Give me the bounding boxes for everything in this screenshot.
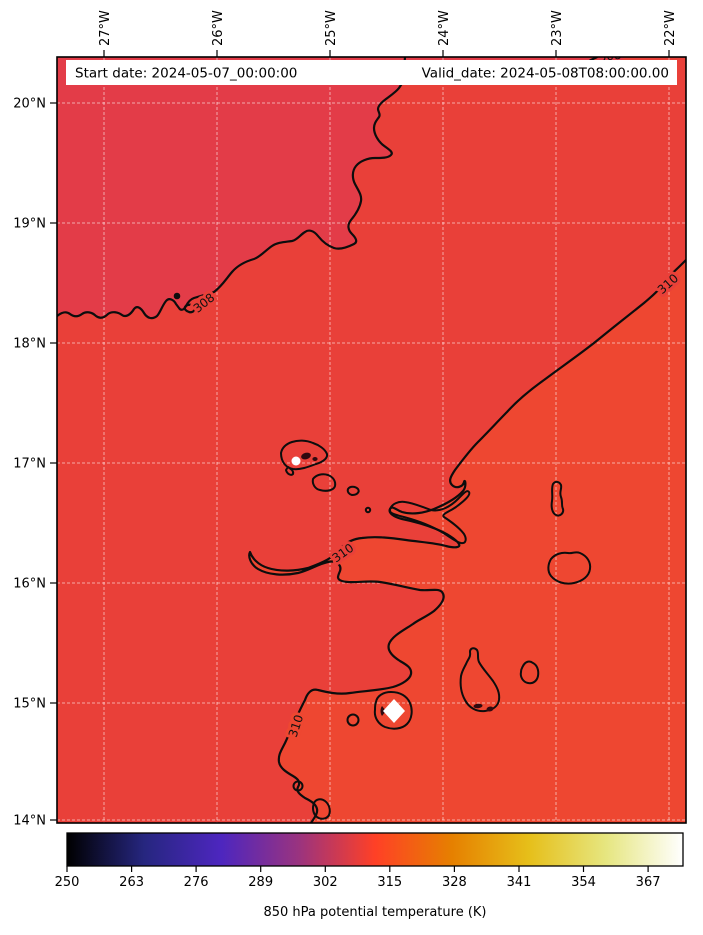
map-frame [56,56,687,824]
lat-tick-label: 14°N [13,814,46,829]
graticule [57,57,686,823]
cb-tick: 250 [55,875,80,890]
island-santo-antao-tail [285,466,295,476]
contour-308 [57,57,407,320]
start-date-text: Start date: 2024-05-07_00:00:00 [75,66,297,82]
island-santo-antao [280,439,329,471]
lon-tick-label: 25°W [324,10,339,46]
cb-tick: 354 [571,875,596,890]
island-maio [519,660,540,685]
lat-tick-label: 15°N [13,697,46,712]
colorbar-tick-labels: 250 263 276 289 302 315 328 341 354 367 [55,875,661,890]
island-sal [550,480,565,517]
contour-speck [173,292,181,300]
island-sao-vicente [311,473,337,492]
contour-blob-south-b [312,798,331,820]
axis-ticks [50,50,670,821]
colorbar-axis-label: 850 hPa potential temperature (K) [263,905,486,920]
island-santiago [459,647,501,713]
lon-tick-label: 27°W [98,10,113,46]
cb-tick: 263 [119,875,144,890]
lat-tick-label: 17°N [13,457,46,472]
island-santa-luzia [346,485,360,496]
map-area: 308 308 310 310 310 Start date: 2024-05-… [57,57,686,823]
lon-tick-label: 22°W [663,10,678,46]
cb-tick: 367 [636,875,661,890]
cool-spot [301,452,311,460]
colorbar: 250 263 276 289 302 315 328 341 354 367 … [55,832,684,920]
colorbar-gradient [66,832,684,867]
theta-fill-north-cool [57,57,686,319]
island-fogo [373,691,413,730]
contour-mini-loop [183,303,196,314]
coastlines [280,439,592,820]
left-axis-labels: 20°N 19°N 18°N 17°N 16°N 15°N 14°N [13,97,46,829]
valid-date-text: Valid_date: 2024-05-08T08:00:00.00 [422,66,669,82]
cb-tick: 341 [507,875,532,890]
lon-tick-label: 24°W [437,10,452,46]
islet-dot [364,506,372,514]
cb-tick: 289 [248,875,273,890]
island-brava [346,713,360,727]
colorbar-ticks [66,866,649,872]
top-axis-labels: 27°W 26°W 25°W 24°W 23°W 22°W [98,10,678,46]
cb-tick: 276 [184,875,209,890]
peak-santo-antao [291,456,301,466]
peak-fogo [383,699,405,723]
lon-tick-label: 26°W [211,10,226,46]
theta-fill-south-warm [249,260,686,823]
lat-tick-label: 19°N [13,217,46,232]
lat-tick-label: 20°N [13,97,46,112]
lon-tick-label: 23°W [550,10,565,46]
cool-spot [312,457,318,461]
date-banner [66,60,677,85]
lat-tick-label: 18°N [13,337,46,352]
hot-peaks [291,456,405,723]
island-sao-nicolau [388,490,471,545]
island-boa-vista [547,551,592,585]
cool-spot [486,706,494,712]
cool-spot [473,703,483,709]
cb-tick: 302 [313,875,338,890]
lat-tick-label: 16°N [13,577,46,592]
cb-tick: 315 [377,875,402,890]
contour-blob-south-a [292,780,304,792]
cb-tick: 328 [442,875,467,890]
theta-contours [57,57,686,823]
contour-310 [248,258,686,823]
